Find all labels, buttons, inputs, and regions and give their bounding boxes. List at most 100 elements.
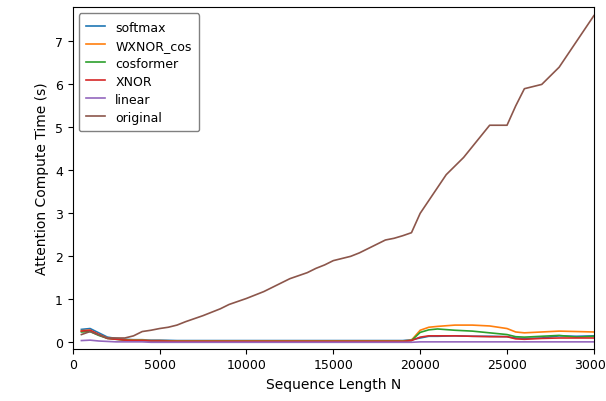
WXNOR_cos bbox=[243, 339, 250, 344]
cosformer bbox=[451, 328, 459, 333]
WXNOR_cos bbox=[512, 330, 519, 334]
linear bbox=[504, 340, 511, 344]
softmax bbox=[95, 330, 102, 335]
linear bbox=[590, 340, 598, 344]
XNOR bbox=[147, 339, 155, 344]
linear bbox=[416, 340, 424, 344]
XNOR bbox=[504, 334, 511, 339]
linear bbox=[121, 340, 128, 344]
XNOR bbox=[208, 339, 215, 344]
WXNOR_cos bbox=[590, 330, 598, 334]
linear bbox=[330, 340, 337, 345]
WXNOR_cos bbox=[538, 330, 545, 334]
softmax bbox=[208, 338, 215, 343]
cosformer bbox=[416, 330, 424, 335]
linear bbox=[538, 340, 545, 344]
WXNOR_cos bbox=[78, 328, 85, 333]
linear bbox=[95, 339, 102, 344]
WXNOR_cos bbox=[416, 328, 424, 333]
XNOR bbox=[425, 334, 433, 338]
linear bbox=[382, 340, 389, 345]
softmax bbox=[399, 338, 407, 343]
WXNOR_cos bbox=[156, 338, 163, 343]
WXNOR_cos bbox=[130, 338, 137, 343]
linear bbox=[147, 340, 155, 345]
WXNOR_cos bbox=[399, 339, 407, 344]
cosformer bbox=[208, 339, 215, 344]
XNOR bbox=[399, 339, 407, 344]
linear bbox=[468, 340, 476, 344]
Line: cosformer: cosformer bbox=[81, 329, 594, 342]
softmax bbox=[504, 334, 511, 339]
cosformer bbox=[139, 338, 146, 343]
XNOR bbox=[573, 336, 580, 340]
cosformer bbox=[330, 339, 337, 344]
WXNOR_cos bbox=[573, 329, 580, 334]
softmax bbox=[590, 334, 598, 338]
softmax bbox=[191, 338, 198, 343]
original bbox=[234, 299, 241, 304]
linear bbox=[225, 340, 233, 345]
linear bbox=[156, 340, 163, 345]
WXNOR_cos bbox=[434, 324, 441, 329]
linear bbox=[243, 340, 250, 345]
XNOR bbox=[416, 335, 424, 340]
softmax bbox=[139, 338, 146, 342]
Line: original: original bbox=[81, 16, 594, 338]
linear bbox=[347, 340, 355, 345]
original bbox=[78, 332, 85, 337]
softmax bbox=[113, 336, 120, 341]
cosformer bbox=[278, 339, 285, 344]
softmax bbox=[130, 338, 137, 342]
cosformer bbox=[538, 334, 545, 339]
cosformer bbox=[95, 333, 102, 338]
original bbox=[408, 231, 415, 235]
XNOR bbox=[382, 339, 389, 344]
Y-axis label: Attention Compute Time (s): Attention Compute Time (s) bbox=[35, 82, 50, 275]
Legend: softmax, WXNOR_cos, cosformer, XNOR, linear, original: softmax, WXNOR_cos, cosformer, XNOR, lin… bbox=[79, 14, 199, 132]
cosformer bbox=[104, 336, 111, 341]
softmax bbox=[78, 327, 85, 332]
linear bbox=[425, 340, 433, 344]
XNOR bbox=[347, 339, 355, 344]
WXNOR_cos bbox=[139, 338, 146, 343]
WXNOR_cos bbox=[278, 339, 285, 344]
softmax bbox=[538, 336, 545, 340]
linear bbox=[278, 340, 285, 345]
cosformer bbox=[243, 339, 250, 344]
softmax bbox=[434, 334, 441, 339]
WXNOR_cos bbox=[364, 339, 371, 344]
softmax bbox=[556, 334, 563, 338]
XNOR bbox=[78, 329, 85, 334]
cosformer bbox=[121, 338, 128, 343]
softmax bbox=[104, 335, 111, 340]
softmax bbox=[330, 338, 337, 343]
WXNOR_cos bbox=[260, 339, 267, 344]
softmax bbox=[312, 338, 319, 343]
WXNOR_cos bbox=[121, 338, 128, 342]
WXNOR_cos bbox=[347, 339, 355, 344]
XNOR bbox=[408, 338, 415, 343]
softmax bbox=[156, 338, 163, 343]
softmax bbox=[521, 336, 528, 341]
cosformer bbox=[590, 334, 598, 339]
XNOR bbox=[104, 336, 111, 341]
XNOR bbox=[139, 338, 146, 343]
cosformer bbox=[486, 330, 493, 335]
softmax bbox=[87, 326, 94, 331]
cosformer bbox=[425, 328, 433, 332]
cosformer bbox=[382, 339, 389, 344]
linear bbox=[408, 340, 415, 345]
XNOR bbox=[364, 339, 371, 344]
cosformer bbox=[521, 335, 528, 340]
cosformer bbox=[78, 330, 85, 334]
XNOR bbox=[434, 334, 441, 338]
WXNOR_cos bbox=[208, 339, 215, 344]
linear bbox=[113, 340, 120, 344]
cosformer bbox=[130, 338, 137, 343]
Line: XNOR: XNOR bbox=[81, 330, 594, 342]
original bbox=[590, 14, 598, 19]
softmax bbox=[260, 338, 267, 343]
softmax bbox=[468, 334, 476, 339]
cosformer bbox=[504, 332, 511, 337]
